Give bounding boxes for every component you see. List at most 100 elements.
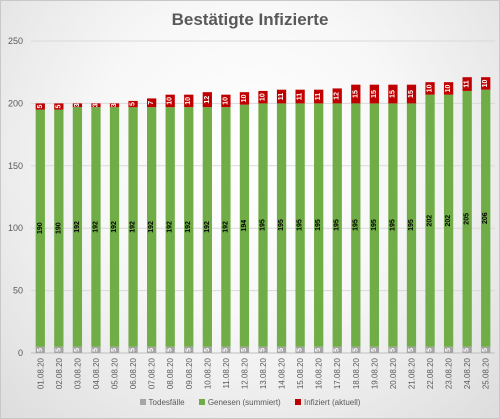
data-label: 5 (185, 348, 192, 352)
data-label: 195 (389, 219, 396, 231)
bar-segment (481, 77, 491, 90)
data-label: 190 (55, 222, 62, 234)
bar-segment (202, 107, 212, 347)
data-label: 5 (334, 348, 341, 352)
bar-segment (351, 103, 361, 347)
x-tick-label: 21.08.20 (407, 357, 416, 389)
bar-segment (258, 90, 268, 104)
bar-segment (462, 77, 472, 91)
data-label: 5 (148, 348, 155, 352)
legend-entry-todesfaelle: Todesfälle (139, 398, 185, 407)
bar-segment (91, 103, 101, 108)
bar-segment (443, 82, 454, 95)
x-tick-label: 15.08.20 (296, 357, 305, 389)
data-label: 195 (278, 219, 285, 231)
x-tick-label: 02.08.20 (55, 357, 64, 389)
bar-segment (147, 107, 157, 347)
bar-segment (91, 346, 101, 353)
bar-segment (462, 90, 472, 347)
bar-segment (54, 346, 64, 353)
data-label: 192 (111, 221, 118, 233)
data-label: 5 (37, 104, 44, 108)
y-tick-label: 50 (13, 286, 23, 296)
data-label: 206 (482, 212, 489, 224)
bar-segment (388, 84, 398, 104)
bar-segment (462, 346, 472, 353)
bar-segment (239, 346, 250, 353)
data-label: 5 (482, 348, 489, 352)
x-tick-label: 05.08.20 (111, 357, 120, 389)
bar-segment (332, 103, 342, 347)
y-tick-label: 200 (8, 98, 23, 108)
data-label: 195 (352, 219, 359, 231)
bar-segment (388, 103, 398, 347)
data-label: 5 (92, 348, 99, 352)
data-label: 192 (204, 221, 211, 233)
data-label: 5 (260, 348, 267, 352)
bar-segment (72, 103, 83, 108)
x-tick-label: 14.08.20 (278, 357, 287, 389)
bar-segment (481, 346, 491, 353)
bar-segment (72, 107, 83, 347)
bar-segment (35, 103, 45, 110)
bar-segment (221, 346, 231, 353)
y-tick-label: 150 (8, 161, 23, 171)
data-label: 7 (148, 101, 155, 105)
bar-segment (276, 103, 287, 347)
legend: Todesfälle Genesen (summiert) Infiziert … (1, 398, 499, 407)
data-label: 5 (55, 348, 62, 352)
data-label: 5 (371, 348, 378, 352)
bar-segment (481, 89, 491, 347)
data-label: 5 (204, 348, 211, 352)
data-label: 5 (222, 348, 229, 352)
data-label: 190 (37, 222, 44, 234)
data-label: 195 (297, 219, 304, 231)
bar-segment (54, 109, 64, 347)
bar-segment (128, 100, 138, 108)
x-tick-label: 11.08.20 (222, 357, 231, 388)
x-tick-label: 16.08.20 (315, 357, 324, 389)
bar-segment (351, 346, 361, 353)
x-tick-label: 25.08.20 (482, 357, 491, 389)
data-label: 5 (278, 348, 285, 352)
data-label: 5 (167, 348, 174, 352)
x-tick-label: 20.08.20 (389, 357, 398, 389)
data-label: 3 (92, 103, 99, 107)
legend-swatch-todesfaelle (139, 399, 146, 405)
bar-segment (109, 107, 120, 347)
data-label: 10 (445, 84, 452, 92)
data-label: 3 (111, 103, 118, 107)
bar-segment (109, 346, 120, 353)
bar-segment (295, 103, 305, 347)
legend-entry-genesen: Genesen (summiert) (198, 398, 281, 407)
data-label: 5 (37, 348, 44, 352)
x-tick-label: 13.08.20 (259, 357, 268, 389)
data-label: 15 (389, 90, 396, 98)
x-tick-label: 19.08.20 (370, 357, 379, 389)
data-label: 5 (445, 348, 452, 352)
bar-segment (369, 84, 379, 104)
data-label: 192 (92, 221, 99, 233)
legend-swatch-infiziert (294, 399, 301, 405)
data-label: 195 (371, 219, 378, 231)
data-label: 12 (204, 96, 211, 104)
bar-segment (184, 107, 194, 347)
bar-segment (314, 89, 324, 104)
bar-segment (165, 346, 175, 353)
bar-segment (332, 346, 342, 353)
bar-segment (295, 89, 305, 104)
x-tick-label: 07.08.20 (148, 357, 157, 389)
data-label: 202 (427, 215, 434, 227)
data-label: 12 (334, 92, 341, 100)
data-label: 3 (74, 103, 81, 107)
bar-segment (202, 346, 212, 353)
x-tick-label: 01.08.20 (36, 357, 45, 389)
data-label: 192 (222, 221, 229, 233)
bar-segment (35, 109, 45, 347)
chart-title: Bestätigte Infizierte (171, 10, 329, 29)
data-label: 192 (130, 221, 137, 233)
bar-segment (351, 84, 361, 104)
x-tick-label: 04.08.20 (92, 357, 101, 389)
x-tick-label: 09.08.20 (185, 357, 194, 389)
